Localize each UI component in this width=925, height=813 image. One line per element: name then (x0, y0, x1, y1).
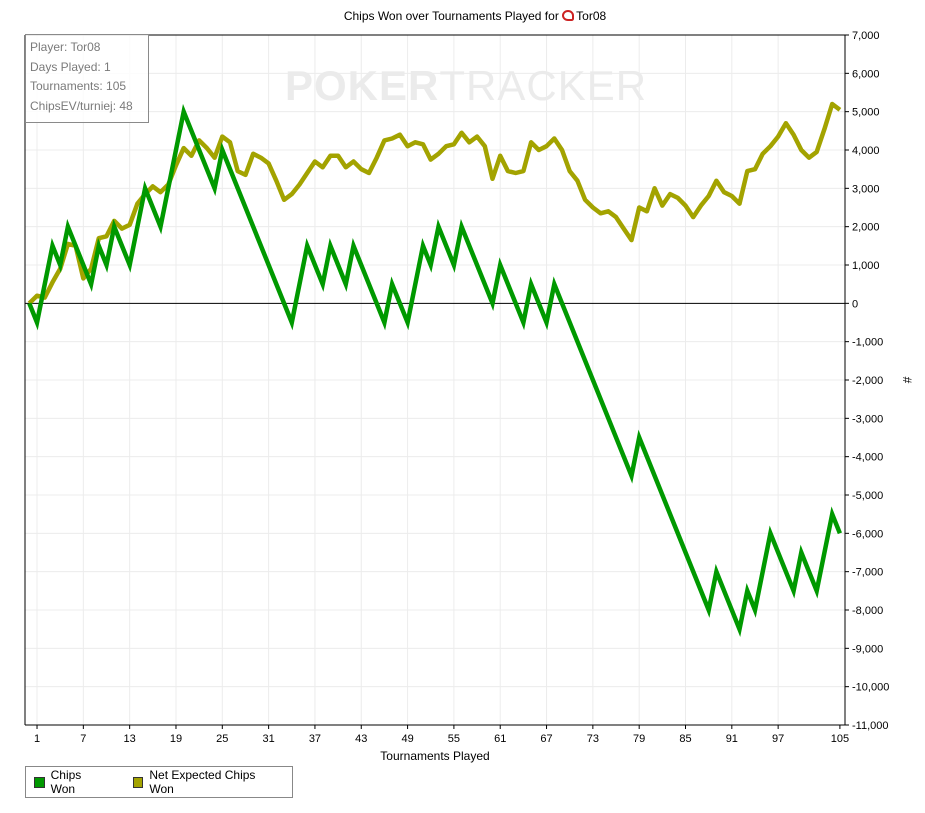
y-tick-label: -7,000 (852, 567, 883, 579)
series-line-chips-won (27, 103, 842, 638)
y-tick-label: -8,000 (852, 605, 883, 617)
y-tick-label: 1,000 (852, 260, 880, 272)
watermark-thin: TRACKER (439, 62, 648, 109)
y-tick-label: 0 (852, 298, 858, 310)
x-tick-label: 85 (679, 733, 691, 745)
x-tick-label: 61 (494, 733, 506, 745)
player-info-box: Player: Tor08 Days Played: 1 Tournaments… (25, 34, 149, 123)
y-axis-label: # (900, 377, 914, 384)
y-tick-label: -1,000 (852, 337, 883, 349)
x-tick-label: 31 (262, 733, 274, 745)
y-tick-label: 7,000 (852, 30, 880, 42)
x-tick-label: 79 (633, 733, 645, 745)
info-days-played: Days Played: 1 (30, 59, 111, 74)
legend-item-chips-won[interactable]: Chips Won (34, 768, 107, 796)
y-tick-label: -6,000 (852, 528, 883, 540)
legend-swatch-chips-won (34, 776, 45, 788)
x-tick-label: 49 (401, 733, 413, 745)
x-tick-label: 91 (726, 733, 738, 745)
player-site-icon (562, 10, 575, 21)
y-tick-label: -4,000 (852, 452, 883, 464)
x-axis-label: Tournaments Played (380, 749, 489, 763)
info-player: Player: Tor08 (30, 40, 101, 54)
series-layer (27, 101, 842, 638)
x-tick-label: 7 (80, 733, 86, 745)
x-tick-label: 67 (540, 733, 552, 745)
y-tick-label: 4,000 (852, 145, 880, 157)
chart-title-text: Chips Won over Tournaments Played for (343, 9, 559, 23)
y-tick-label: -5,000 (852, 490, 883, 502)
x-tick-label: 37 (309, 733, 321, 745)
x-tick-label: 73 (587, 733, 599, 745)
y-tick-label: 2,000 (852, 222, 880, 234)
x-tick-label: 25 (216, 733, 228, 745)
info-tournaments: Tournaments: 105 (30, 79, 127, 93)
y-tick-label: 6,000 (852, 68, 880, 80)
chart-title: Chips Won over Tournaments Played for To… (0, 9, 925, 23)
gridlines (25, 34, 845, 726)
legend-swatch-net-expected (132, 776, 144, 788)
x-tick-label: 55 (448, 733, 460, 745)
x-tick-label: 97 (772, 733, 784, 745)
info-chips-ev: ChipsEV/turniej: 48 (30, 98, 133, 113)
x-tick-label: 43 (355, 733, 367, 745)
y-tick-label: -9,000 (852, 643, 883, 655)
y-tick-label: -11,000 (852, 720, 889, 732)
y-tick-label: -2,000 (852, 375, 883, 387)
y-tick-label: 3,000 (852, 183, 880, 195)
x-tick-label: 1 (34, 733, 40, 745)
y-tick-label: 5,000 (852, 107, 880, 119)
chart-title-player: Tor08 (576, 9, 607, 23)
x-tick-label: 19 (170, 733, 182, 745)
y-tick-label: -3,000 (852, 413, 883, 425)
x-tick-label: 105 (831, 733, 849, 745)
y-tick-label: -10,000 (852, 682, 889, 694)
series-line-net-expected-chips-won (27, 101, 842, 305)
axes (24, 34, 849, 729)
x-tick-label: 13 (124, 733, 136, 745)
legend-item-net-expected[interactable]: Net Expected Chips Won (132, 768, 278, 796)
legend: Chips Won Net Expected Chips Won (25, 766, 293, 798)
tick-labels: 7,000 6,000 5,000 4,000 3,000 2,000 1,000 0 -1,0… (34, 30, 914, 763)
pokertracker-watermark: POKERTRACKER (285, 62, 647, 110)
legend-label-chips-won: Chips Won (50, 768, 82, 796)
legend-label-net-expected: Net Expected Chips Won (149, 768, 256, 796)
watermark-bold: POKER (285, 62, 440, 109)
